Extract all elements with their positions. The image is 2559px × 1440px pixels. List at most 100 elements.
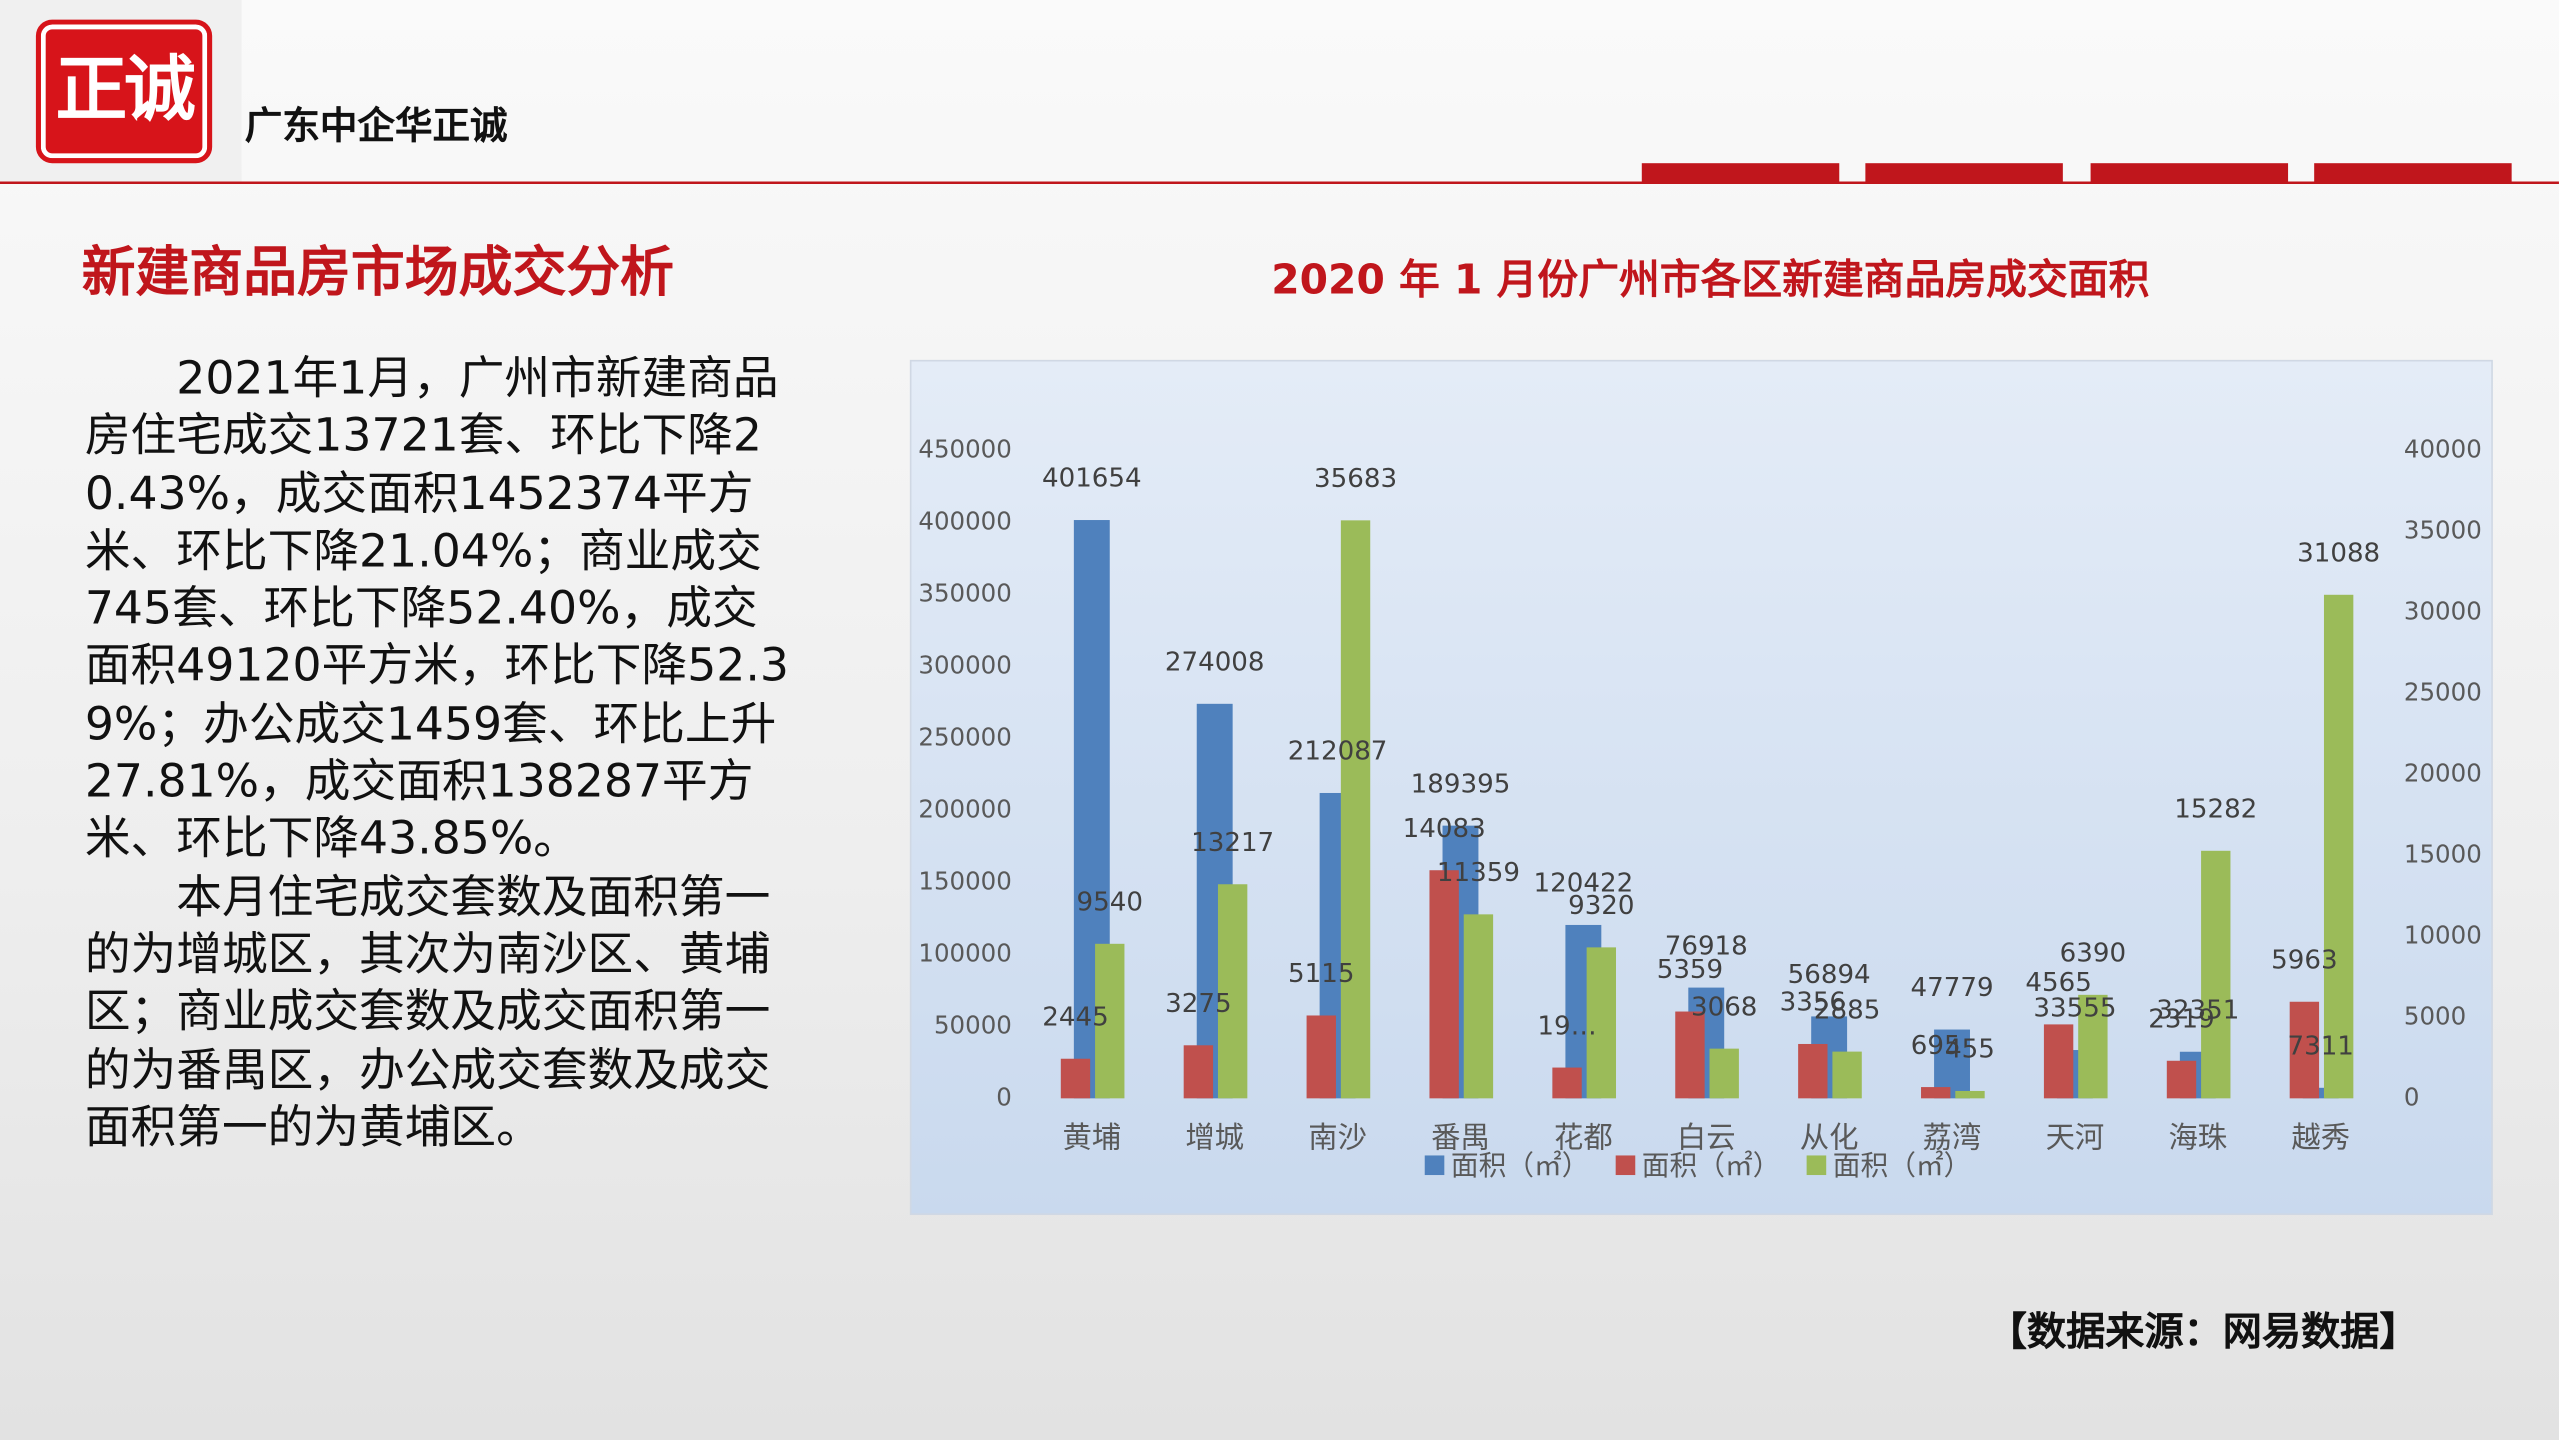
y-tick-label: 300000 <box>918 650 1011 679</box>
bar <box>1586 947 1617 1099</box>
x-tick-label: 增城 <box>1185 1121 1244 1155</box>
bar <box>2201 850 2231 1099</box>
legend-label: 面积（㎡） <box>1833 1149 1972 1182</box>
bar <box>1832 1051 1862 1099</box>
data-label: 455 <box>1945 1035 1995 1065</box>
source-note: 【数据来源：网易数据】 <box>1987 1308 2419 1355</box>
paragraph: 2021年1月，广州市新建商品房住宅成交13721套、环比下降20.43%，成交… <box>84 350 789 866</box>
data-label: 32351 <box>2156 995 2239 1025</box>
data-label: 14083 <box>1403 814 1486 844</box>
data-label: 56894 <box>1788 960 1871 990</box>
x-tick-label: 越秀 <box>2291 1121 2350 1155</box>
y2-tick-label: 30000 <box>2404 596 2482 625</box>
x-tick-label: 南沙 <box>1308 1121 1367 1155</box>
bar <box>1095 943 1125 1099</box>
x-tick-label: 从化 <box>1800 1121 1859 1155</box>
y2-tick-label: 25000 <box>2404 677 2482 706</box>
data-label: 2445 <box>1042 1002 1108 1032</box>
data-label: 15282 <box>2174 795 2257 825</box>
logo: 正诚 <box>35 19 213 164</box>
data-label: 5359 <box>1657 955 1723 985</box>
legend-swatch <box>1424 1155 1445 1176</box>
data-label: 189395 <box>1411 769 1511 799</box>
data-label: 2319 <box>2148 1004 2214 1034</box>
y2-tick-label: 5000 <box>2404 1001 2466 1030</box>
bar <box>1921 1087 1951 1099</box>
data-label: 695 <box>1911 1031 1961 1061</box>
bar <box>2289 1001 2320 1099</box>
company-name: 广东中企华正诚 <box>244 106 508 149</box>
y-tick-label: 400000 <box>918 506 1011 535</box>
header-block <box>1641 163 1840 183</box>
data-label: 9540 <box>1077 888 1143 918</box>
data-label: 35683 <box>1314 464 1397 494</box>
data-label: 7311 <box>2287 1032 2353 1062</box>
bar <box>1675 1011 1705 1099</box>
bar <box>2078 994 2108 1099</box>
header-block <box>2090 163 2289 183</box>
chart-title: 2020 年 1 月份广州市各区新建商品房成交面积 <box>1271 255 2149 303</box>
legend-swatch <box>1615 1155 1636 1176</box>
bar <box>2323 594 2354 1099</box>
legend-label: 面积（㎡） <box>1451 1149 1590 1182</box>
data-label: 2885 <box>1814 995 1880 1025</box>
x-tick-label: 花都 <box>1554 1121 1613 1155</box>
x-tick-label: 白云 <box>1677 1121 1736 1155</box>
y2-tick-label: 10000 <box>2404 920 2482 949</box>
bar <box>2166 1060 2197 1099</box>
bar <box>1709 1048 1739 1099</box>
body-text: 2021年1月，广州市新建商品房住宅成交13721套、环比下降20.43%，成交… <box>85 349 790 1155</box>
bar <box>1429 870 1459 1099</box>
data-label: 274008 <box>1165 648 1265 678</box>
header-block <box>1865 163 2063 183</box>
x-tick-label: 黄埔 <box>1062 1121 1121 1155</box>
data-label: 4565 <box>2025 968 2091 998</box>
legend-label: 面积（㎡） <box>1642 1149 1781 1182</box>
bar <box>1306 1015 1336 1099</box>
data-label: 76918 <box>1665 931 1748 961</box>
data-label: 11359 <box>1437 858 1520 888</box>
y2-tick-label: 40000 <box>2404 434 2482 463</box>
y2-tick-label: 20000 <box>2404 758 2482 787</box>
bar <box>1183 1045 1214 1099</box>
bar <box>1463 914 1494 1099</box>
legend-swatch <box>1806 1155 1827 1176</box>
bar <box>1798 1043 1828 1099</box>
bar <box>1955 1090 1985 1099</box>
y-tick-label: 50000 <box>934 1010 1012 1039</box>
bar <box>1060 1058 1091 1099</box>
data-label: 9320 <box>1568 891 1634 921</box>
data-label: 3356 <box>1780 988 1846 1018</box>
bar <box>1340 520 1371 1099</box>
data-label: 401654 <box>1042 464 1142 494</box>
y2-tick-label: 15000 <box>2404 839 2482 868</box>
paragraph: 本月住宅成交套数及面积第一的为增城区，其次为南沙区、黄埔区；商业成交套数及成交面… <box>84 869 771 1154</box>
data-label: 120422 <box>1534 869 1634 899</box>
bar <box>1217 884 1248 1099</box>
data-label: 5115 <box>1288 959 1354 989</box>
bar <box>2302 1087 2339 1099</box>
y-tick-label: 150000 <box>918 866 1011 895</box>
data-label: 19… <box>1537 1011 1596 1041</box>
y-tick-label: 450000 <box>918 434 1011 463</box>
y-tick-label: 100000 <box>918 938 1011 967</box>
x-tick-label: 海珠 <box>2168 1121 2227 1155</box>
y-tick-label: 350000 <box>918 578 1011 607</box>
data-label: 47779 <box>1911 973 1994 1003</box>
data-label: 5963 <box>2271 945 2337 975</box>
x-tick-label: 荔湾 <box>1923 1121 1982 1155</box>
y2-tick-label: 0 <box>2404 1082 2420 1111</box>
data-label: 3068 <box>1691 992 1757 1022</box>
data-label: 31088 <box>2297 538 2380 568</box>
data-label: 212087 <box>1288 737 1388 767</box>
y-tick-label: 0 <box>996 1082 1012 1111</box>
data-label: 6390 <box>2060 939 2126 969</box>
data-label: 13217 <box>1191 828 1274 858</box>
header-block <box>2314 163 2512 183</box>
y-tick-label: 200000 <box>918 794 1011 823</box>
data-label: 33555 <box>2033 994 2116 1024</box>
bar <box>1934 1029 1970 1099</box>
